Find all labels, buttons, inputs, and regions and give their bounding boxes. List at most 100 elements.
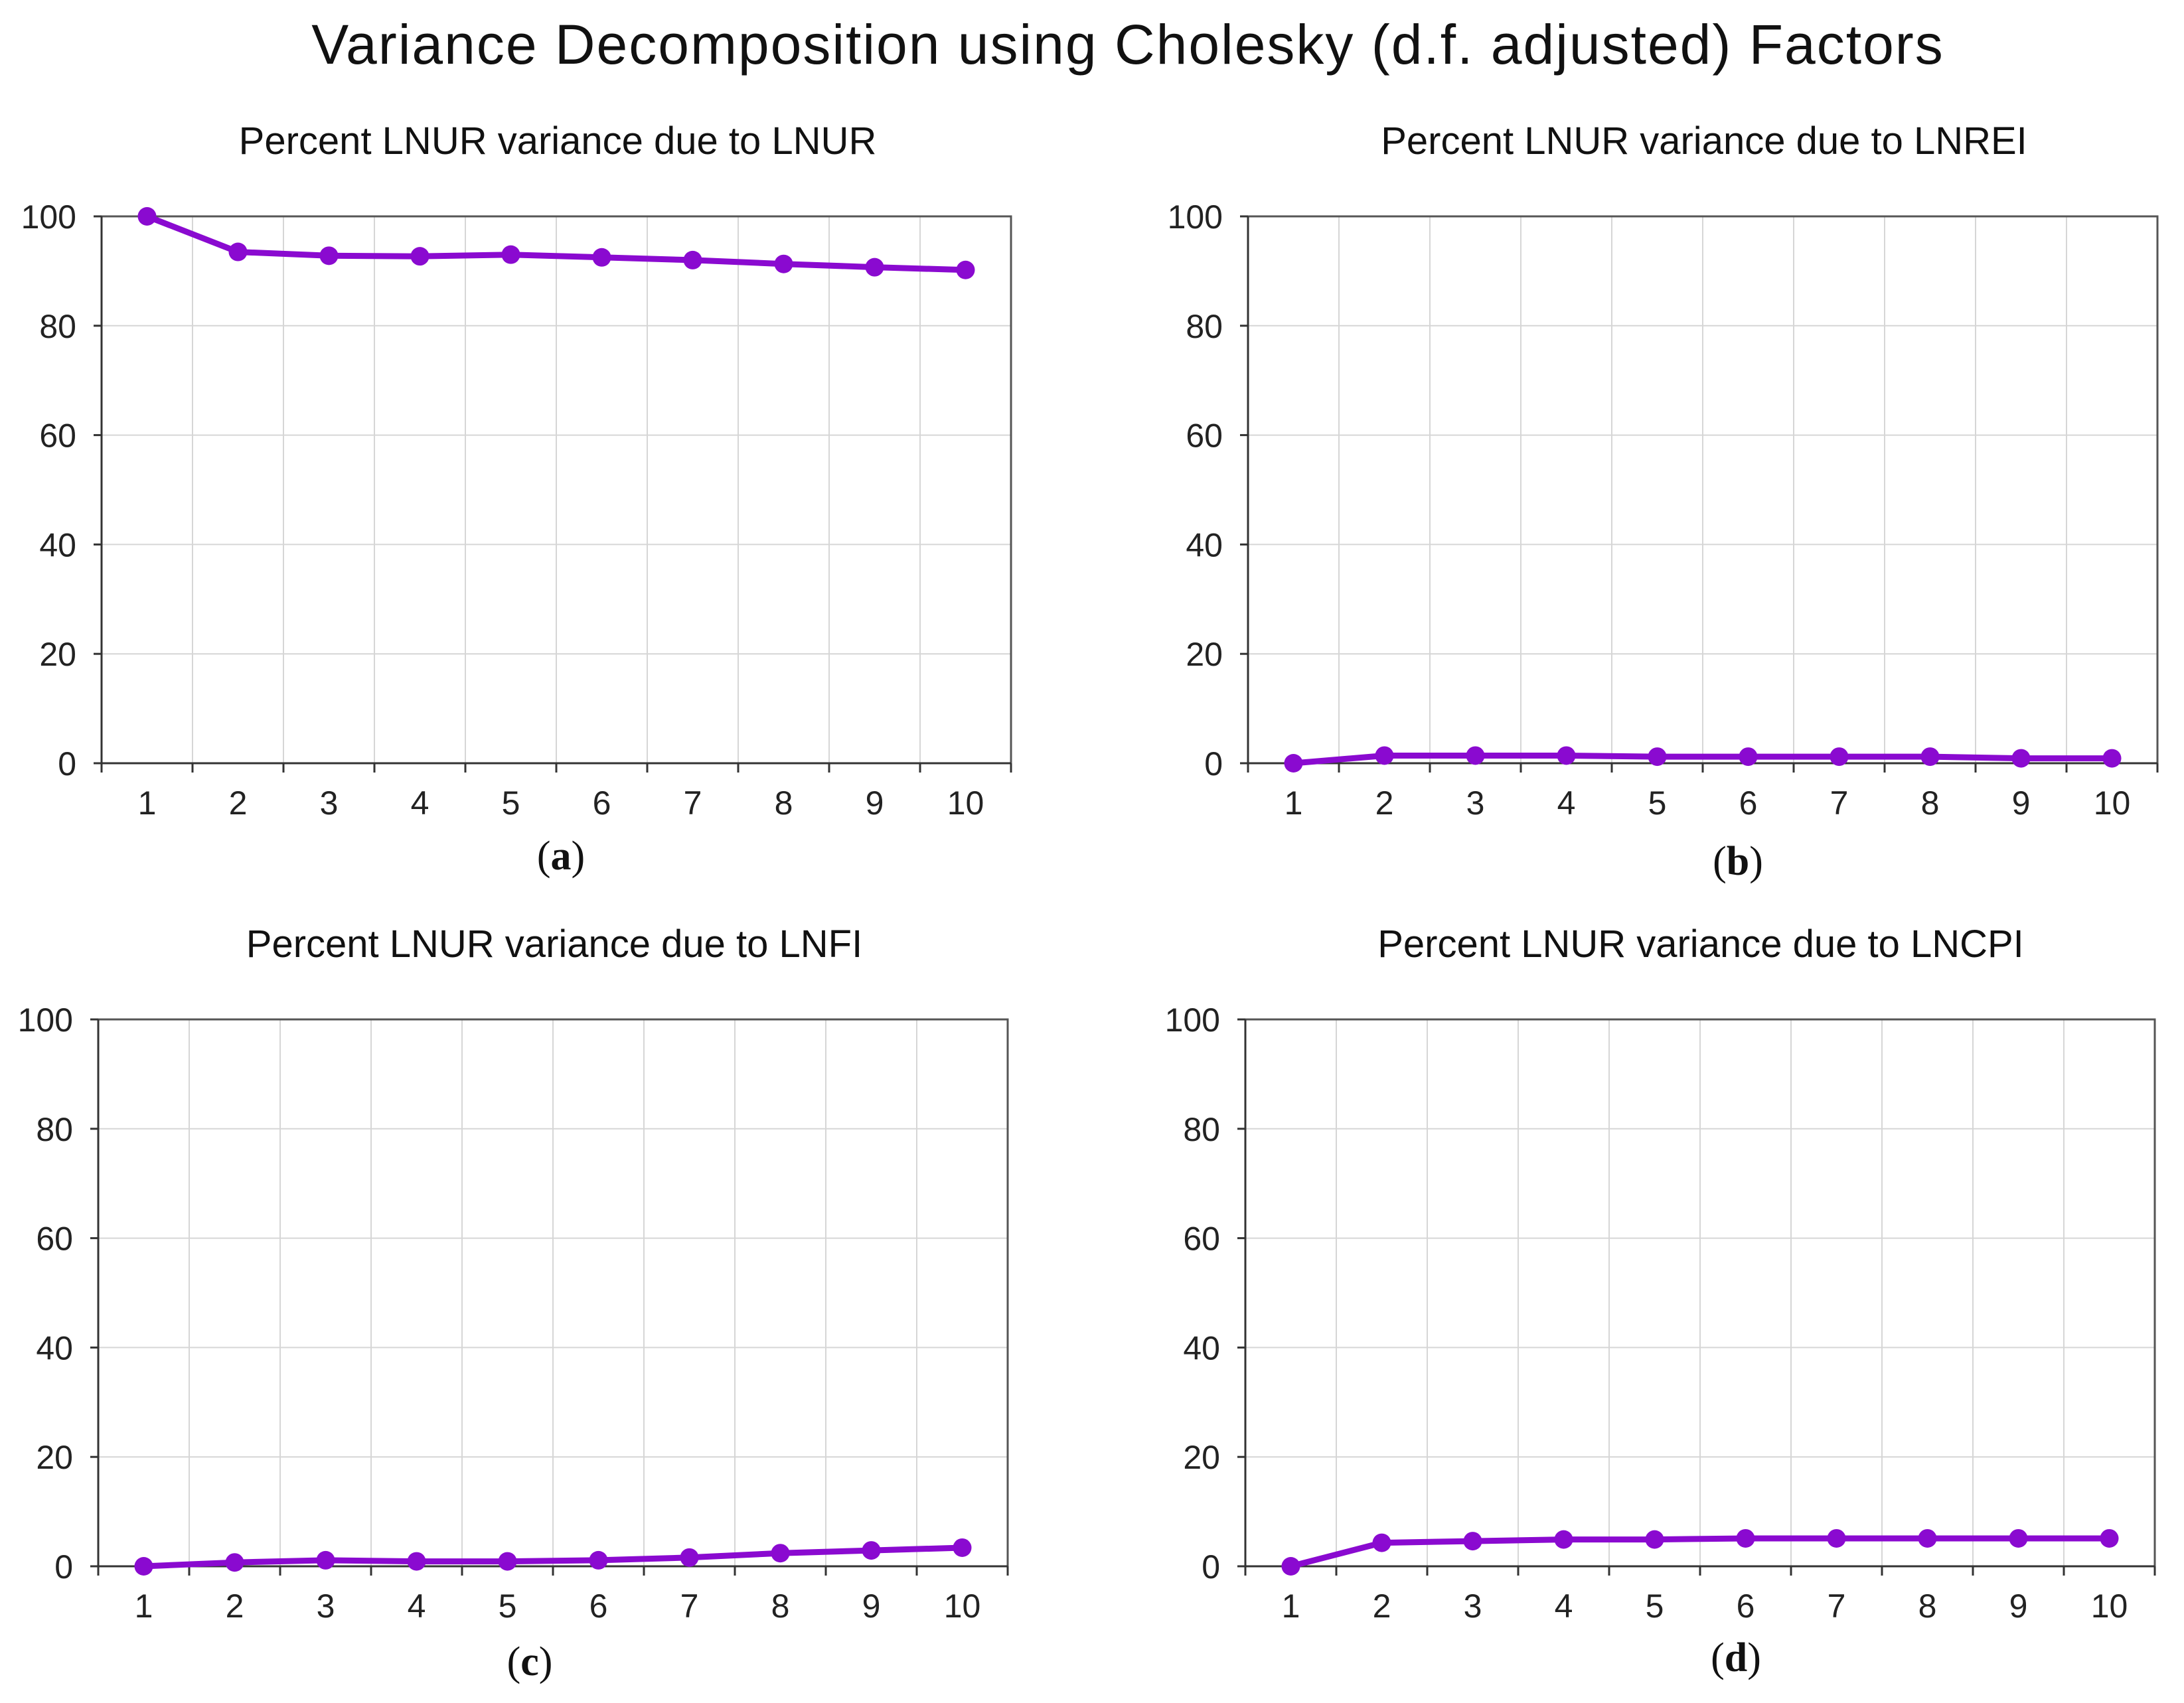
panel-d-point-5: [1645, 1530, 1664, 1549]
panel-a-label: (a): [537, 834, 585, 879]
panel-a-point-8: [774, 254, 793, 273]
panel-a-point-2: [228, 242, 248, 261]
panel-d-xtick-label-6: 6: [1737, 1588, 1755, 1625]
panel-a-xtick-label-8: 8: [775, 784, 793, 822]
panel-c-point-6: [589, 1550, 608, 1570]
panel-b-ytick-label-5: 100: [1168, 198, 1223, 236]
panel-c-ytick-label-1: 20: [36, 1439, 73, 1476]
panel-c-ytick-label-0: 0: [54, 1548, 73, 1586]
panel-a-point-4: [410, 247, 429, 266]
panel-a-xtick-label-4: 4: [411, 784, 429, 822]
panel-a-series-line-lnur: [144, 213, 969, 273]
panel-b-xtick-label-5: 5: [1648, 784, 1667, 822]
panel-a-ytick-label-5: 100: [21, 198, 76, 236]
panel-d-label: (d): [1711, 1635, 1761, 1680]
panel-b-xtick-label-8: 8: [1921, 784, 1940, 822]
panel-d-xtick-label-9: 9: [2009, 1588, 2028, 1625]
panel-d-ytick-label-3: 60: [1183, 1221, 1220, 1258]
panel-c-xtick-label-9: 9: [862, 1588, 881, 1625]
panel-c-xtick-label-2: 2: [226, 1588, 244, 1625]
panel-a: Percent LNUR variance due to LNUR 0 20 40 60…: [21, 119, 1012, 879]
panel-b-point-4: [1557, 746, 1576, 765]
panel-d-ytick-label-1: 20: [1183, 1439, 1220, 1476]
panel-d-title: Percent LNUR variance due to LNCPI: [1377, 923, 2024, 966]
panel-d-xtick-label-7: 7: [1828, 1588, 1846, 1625]
panel-a-ytick-label-0: 0: [58, 745, 76, 782]
panel-c-point-7: [680, 1548, 699, 1567]
panel-b-xtick-label-2: 2: [1375, 784, 1394, 822]
panel-d-point-2: [1372, 1533, 1391, 1552]
panel-c-ytick-label-3: 60: [36, 1221, 73, 1258]
panel-a-point-1: [137, 207, 157, 226]
panel-d-point-8: [1918, 1528, 1937, 1548]
panel-b-point-7: [1830, 747, 1849, 767]
panel-a-point-3: [319, 246, 339, 265]
panel-c-ytick-label-4: 80: [36, 1111, 73, 1148]
panel-a-xtick-label-5: 5: [502, 784, 520, 822]
panel-b-series-line-lnrei: [1290, 753, 2115, 767]
panel-b-point-3: [1466, 746, 1485, 765]
panel-c-xtick-label-10: 10: [944, 1588, 981, 1625]
panel-d-point-6: [1736, 1528, 1755, 1548]
panel-a-point-5: [501, 245, 520, 264]
panel-b-point-8: [1920, 747, 1940, 767]
panel-b-xtick-label-3: 3: [1466, 784, 1485, 822]
panel-c-point-9: [862, 1541, 881, 1560]
panel-c-series-line-lnfi: [141, 1544, 965, 1570]
panel-c-point-4: [407, 1552, 426, 1571]
panel-d: Percent LNUR variance due to LNCPI 0 20 40 6…: [1165, 923, 2156, 1680]
panel-d-xtick-label-5: 5: [1646, 1588, 1664, 1625]
panel-b-point-9: [2011, 749, 2031, 768]
panel-b-xtick-label-1: 1: [1285, 784, 1303, 822]
panel-d-point-3: [1463, 1532, 1482, 1551]
panel-b-point-10: [2102, 749, 2122, 768]
panel-c-title: Percent LNUR variance due to LNFI: [246, 923, 862, 966]
panel-b-title: Percent LNUR variance due to LNREI: [1381, 119, 2027, 163]
panel-d-ytick-label-2: 40: [1183, 1329, 1220, 1367]
panel-d-xtick-label-10: 10: [2091, 1588, 2128, 1625]
panel-b-xtick-label-6: 6: [1739, 784, 1758, 822]
panel-d-xtick-label-3: 3: [1464, 1588, 1482, 1625]
panel-d-point-4: [1554, 1530, 1573, 1549]
panel-b-xtick-label-9: 9: [2012, 784, 2031, 822]
panel-c-point-1: [134, 1557, 153, 1576]
panel-a-ytick-label-1: 20: [39, 636, 76, 673]
panel-a-xtick-label-10: 10: [947, 784, 984, 822]
panel-a-xtick-label-9: 9: [866, 784, 884, 822]
panel-d-xtick-label-1: 1: [1282, 1588, 1300, 1625]
panel-d-point-1: [1281, 1557, 1300, 1576]
panel-a-xtick-label-7: 7: [684, 784, 702, 822]
panel-c-xtick-label-5: 5: [499, 1588, 517, 1625]
panel-a-ytick-label-3: 60: [39, 417, 76, 455]
panel-c-label: (c): [507, 1639, 553, 1684]
panel-b-ytick-label-0: 0: [1204, 745, 1223, 782]
panel-c-xtick-label-1: 1: [135, 1588, 153, 1625]
panel-b-ytick-label-1: 20: [1186, 636, 1223, 673]
panel-d-series-line-lncpi: [1288, 1535, 2112, 1570]
panel-b-label: (b): [1713, 839, 1763, 884]
panel-b-ytick-label-2: 40: [1186, 526, 1223, 563]
panel-a-point-6: [592, 248, 611, 267]
panel-a-point-9: [865, 258, 884, 277]
figure-title: Variance Decomposition using Cholesky (d…: [311, 13, 1944, 76]
panel-d-xtick-label-8: 8: [1918, 1588, 1937, 1625]
panel-c-xtick-label-6: 6: [589, 1588, 608, 1625]
panel-a-title: Percent LNUR variance due to LNUR: [239, 119, 877, 163]
panel-c-point-10: [953, 1538, 972, 1557]
panel-d-point-10: [2100, 1528, 2119, 1548]
panel-b-point-1: [1284, 754, 1303, 773]
panel-d-xtick-label-4: 4: [1555, 1588, 1573, 1625]
panel-c-ytick-label-2: 40: [36, 1329, 73, 1367]
panel-a-ytick-label-4: 80: [39, 308, 76, 345]
panel-c: Percent LNUR variance due to LNFI 0 20 40 60…: [18, 923, 1009, 1684]
panel-a-xtick-label-2: 2: [229, 784, 248, 822]
panel-d-point-7: [1827, 1528, 1846, 1548]
panel-d-ytick-label-4: 80: [1183, 1111, 1220, 1148]
panel-d-ytick-label-5: 100: [1165, 1001, 1220, 1039]
panel-d-point-9: [2009, 1528, 2028, 1548]
panel-c-xtick-label-8: 8: [771, 1588, 790, 1625]
panel-c-xtick-label-3: 3: [317, 1588, 335, 1625]
panel-a-point-10: [956, 260, 975, 279]
